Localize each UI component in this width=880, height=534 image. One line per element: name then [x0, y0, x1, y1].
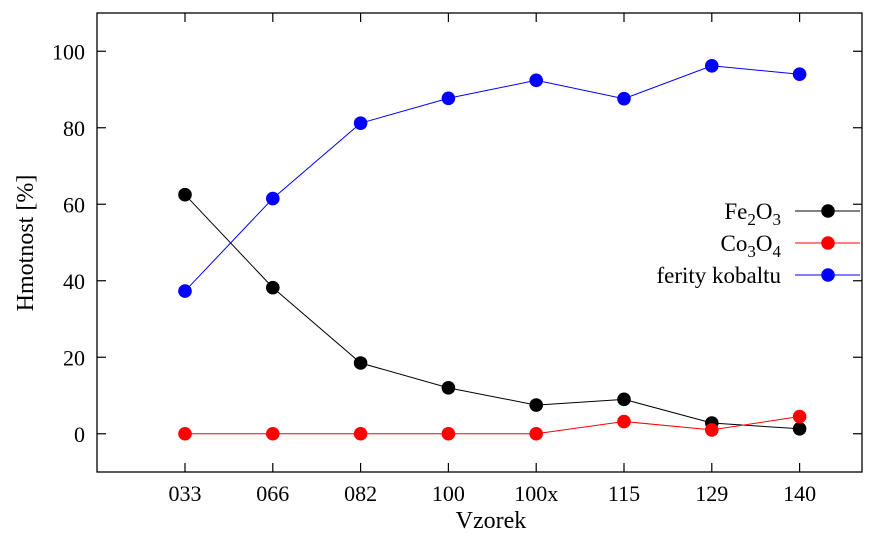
data-point	[266, 280, 280, 295]
series-layer	[178, 58, 807, 441]
x-axis: 033 066 082 100 100x 115 129 140	[169, 13, 816, 506]
data-point	[178, 284, 192, 298]
legend-marker	[821, 268, 835, 282]
y-tick-label: 80	[63, 116, 85, 141]
x-axis-label: Vzorek	[456, 508, 527, 534]
series-line	[184, 65, 800, 292]
y-axis-label: Hmotnost [%]	[13, 175, 39, 312]
series-line	[185, 416, 800, 435]
legend-label: Co3O4	[721, 231, 782, 261]
data-point	[178, 426, 192, 441]
data-point	[617, 414, 631, 429]
legend-marker	[821, 236, 835, 250]
data-point	[617, 91, 631, 106]
series-2	[178, 58, 807, 298]
y-tick-label: 100	[52, 39, 85, 64]
x-tick-label: 033	[169, 481, 202, 506]
y-tick-label: 0	[74, 422, 85, 447]
data-point	[792, 67, 807, 81]
x-tick-label: 100x	[514, 481, 558, 506]
data-point	[705, 423, 719, 437]
y-axis: 0 20 40 60 80 100	[52, 39, 862, 447]
y-tick-label: 40	[63, 269, 85, 294]
y-tick-label: 60	[63, 192, 85, 217]
x-tick-label: 066	[256, 481, 289, 506]
data-point	[266, 426, 280, 441]
legend-label: Fe2O3	[724, 199, 781, 229]
data-point	[529, 73, 543, 88]
data-point	[178, 187, 192, 202]
x-tick-label: 100	[432, 481, 465, 506]
data-point	[353, 356, 368, 370]
data-point	[353, 426, 368, 441]
x-tick-label: 140	[783, 481, 816, 506]
series-1	[178, 409, 807, 441]
x-tick-label: 082	[344, 481, 377, 506]
x-tick-label: 115	[608, 481, 640, 506]
data-point	[529, 398, 543, 412]
data-point	[792, 421, 807, 436]
legend-marker	[821, 204, 835, 218]
series-0	[178, 187, 807, 436]
data-point	[266, 191, 280, 206]
data-point	[441, 426, 456, 441]
data-point	[441, 381, 456, 395]
data-point	[353, 116, 368, 130]
y-tick-label: 20	[63, 345, 85, 370]
x-tick-label: 129	[695, 481, 728, 506]
plot-frame	[96, 12, 863, 473]
data-point	[705, 58, 719, 73]
series-line	[184, 194, 800, 430]
data-point	[617, 392, 631, 407]
data-point	[792, 409, 807, 424]
legend-label: ferity kobaltu	[656, 263, 781, 288]
plot-border	[96, 12, 863, 473]
data-point	[529, 426, 543, 441]
data-point	[441, 91, 456, 106]
